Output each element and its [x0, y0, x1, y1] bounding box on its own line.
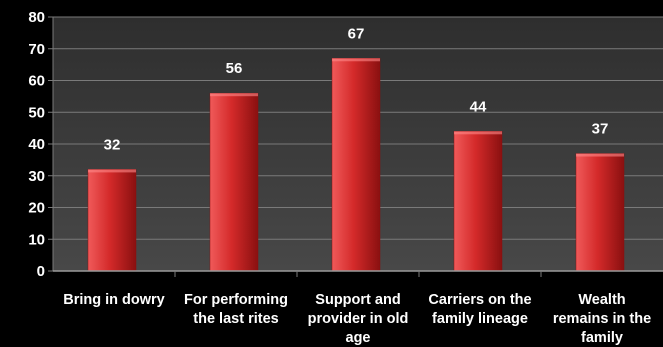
bar	[209, 92, 259, 272]
x-tick-label: Bring in dowry	[63, 292, 165, 308]
bar-highlight	[576, 153, 624, 157]
y-tick-label: 40	[28, 136, 45, 153]
x-tick-label: For performing	[184, 292, 288, 308]
x-tick-label: Support and	[315, 292, 400, 308]
bar-highlight	[210, 93, 258, 97]
x-tick-label: provider in old	[308, 311, 409, 327]
bar-highlight	[88, 169, 136, 173]
y-tick-label: 60	[28, 73, 45, 90]
data-label: 67	[348, 25, 365, 42]
data-label: 32	[104, 136, 121, 153]
x-tick-label: Carriers on the	[428, 292, 531, 308]
y-tick-label: 80	[28, 9, 45, 26]
data-label: 56	[226, 60, 243, 77]
x-tick-label: family lineage	[432, 311, 528, 327]
bar	[453, 131, 503, 272]
x-tick-label: family	[581, 330, 623, 346]
x-tick-label: age	[346, 330, 371, 346]
y-tick-label: 50	[28, 104, 45, 121]
bar	[87, 169, 137, 272]
bar	[331, 58, 381, 272]
y-tick-label: 30	[28, 168, 45, 185]
y-tick-label: 10	[28, 231, 45, 248]
data-label: 37	[592, 121, 609, 138]
y-tick-label: 0	[37, 263, 45, 280]
y-tick-label: 20	[28, 200, 45, 217]
data-label: 44	[470, 98, 487, 115]
x-tick-label: Wealth	[578, 292, 625, 308]
y-tick-label: 70	[28, 41, 45, 58]
bars	[87, 58, 625, 272]
bar	[575, 153, 625, 272]
labels: 0 10 20 30 40 50 60 70 80 32 Bring in dowry 56 For p…	[28, 9, 651, 346]
x-tick-label: the last rites	[193, 311, 278, 327]
bar-highlight	[332, 58, 380, 62]
axes	[48, 16, 663, 277]
x-tick-label: remains in the	[553, 311, 651, 327]
bar-highlight	[454, 131, 502, 135]
